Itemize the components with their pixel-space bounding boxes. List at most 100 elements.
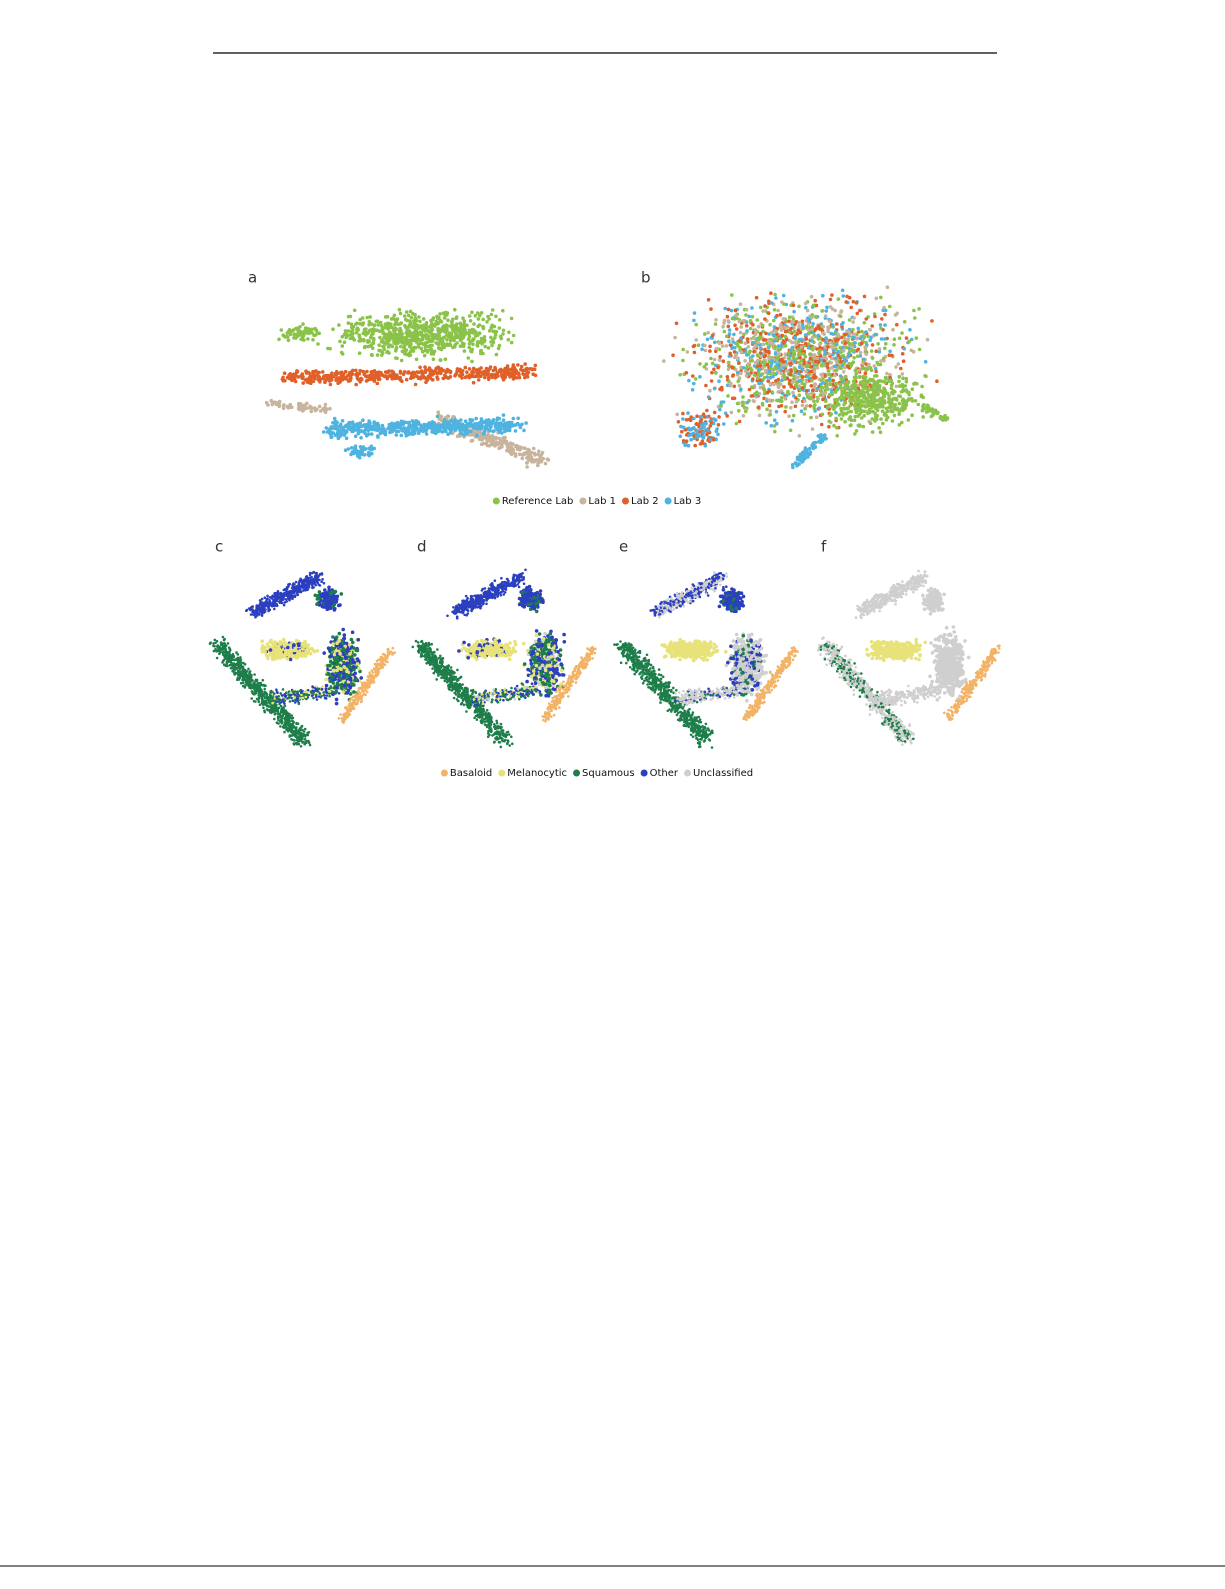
dot	[759, 346, 763, 350]
dot	[815, 415, 819, 419]
dot	[481, 352, 485, 356]
dot	[736, 402, 740, 406]
dot	[718, 387, 722, 391]
dot	[878, 384, 882, 388]
dot	[410, 431, 414, 435]
dot	[474, 417, 478, 421]
dot	[429, 369, 433, 373]
dot	[789, 406, 793, 410]
dot	[258, 605, 261, 608]
dot	[833, 405, 837, 409]
dot	[888, 350, 892, 354]
dot	[868, 328, 872, 332]
dot	[370, 370, 374, 374]
dot	[738, 420, 742, 424]
dot	[874, 385, 878, 389]
dot	[838, 346, 842, 350]
dot	[821, 325, 825, 329]
dot	[805, 389, 809, 393]
dot	[390, 375, 394, 379]
dot	[699, 420, 703, 424]
dot	[855, 411, 859, 415]
dot	[793, 330, 797, 334]
dot	[415, 428, 419, 432]
dot	[363, 453, 367, 457]
dot	[494, 315, 498, 319]
dot	[266, 595, 269, 598]
dot	[692, 345, 696, 349]
dot	[791, 391, 795, 395]
dot	[749, 327, 753, 331]
dot	[784, 352, 788, 356]
dot	[352, 337, 356, 341]
dot	[325, 407, 329, 411]
dot	[818, 343, 822, 347]
dot	[365, 379, 369, 383]
dot	[393, 373, 397, 377]
dot	[266, 604, 269, 607]
dot	[886, 392, 890, 396]
dot	[363, 331, 367, 335]
dot	[704, 444, 708, 448]
dot	[442, 420, 446, 424]
dot	[350, 446, 354, 450]
dot	[374, 424, 378, 428]
dot	[713, 411, 717, 415]
dot	[331, 605, 335, 609]
dot	[298, 408, 302, 412]
dot	[851, 320, 855, 324]
dot	[827, 404, 831, 408]
dot	[691, 374, 695, 378]
dot	[412, 375, 416, 379]
dot	[905, 380, 909, 384]
dot	[311, 338, 315, 342]
dot	[466, 430, 470, 434]
dot	[868, 408, 872, 412]
dot	[255, 609, 258, 612]
dot	[770, 359, 774, 363]
dot	[734, 309, 738, 313]
dot	[830, 392, 834, 396]
dot	[405, 378, 409, 382]
dot	[772, 383, 776, 387]
dot	[687, 379, 691, 383]
dot	[304, 378, 308, 382]
dot	[405, 421, 409, 425]
dot	[321, 370, 325, 374]
dot	[901, 352, 905, 356]
dot	[436, 334, 440, 338]
dot	[330, 435, 334, 439]
dot	[708, 389, 712, 393]
dot	[739, 302, 743, 306]
dot	[445, 338, 449, 342]
dot	[820, 364, 824, 368]
dot	[536, 464, 540, 468]
dot	[773, 293, 777, 297]
dot	[787, 414, 791, 418]
dot	[392, 340, 396, 344]
dot	[780, 344, 784, 348]
dot	[352, 425, 356, 429]
dot	[862, 396, 866, 400]
dot	[754, 344, 758, 348]
dot	[734, 314, 738, 318]
dot	[518, 376, 522, 380]
dot	[739, 387, 743, 391]
dot	[277, 338, 281, 342]
dot	[915, 382, 919, 386]
dot	[423, 354, 427, 358]
dot	[819, 393, 823, 397]
dot	[881, 405, 885, 409]
dot	[429, 319, 433, 323]
dot	[890, 398, 894, 402]
dot	[432, 352, 436, 356]
dot	[323, 588, 327, 592]
dot	[935, 379, 939, 383]
dot	[443, 327, 447, 331]
dot	[407, 333, 411, 337]
dot	[868, 378, 872, 382]
dot	[472, 337, 476, 341]
dot	[692, 382, 696, 386]
dot	[707, 298, 711, 302]
dot	[446, 432, 450, 436]
